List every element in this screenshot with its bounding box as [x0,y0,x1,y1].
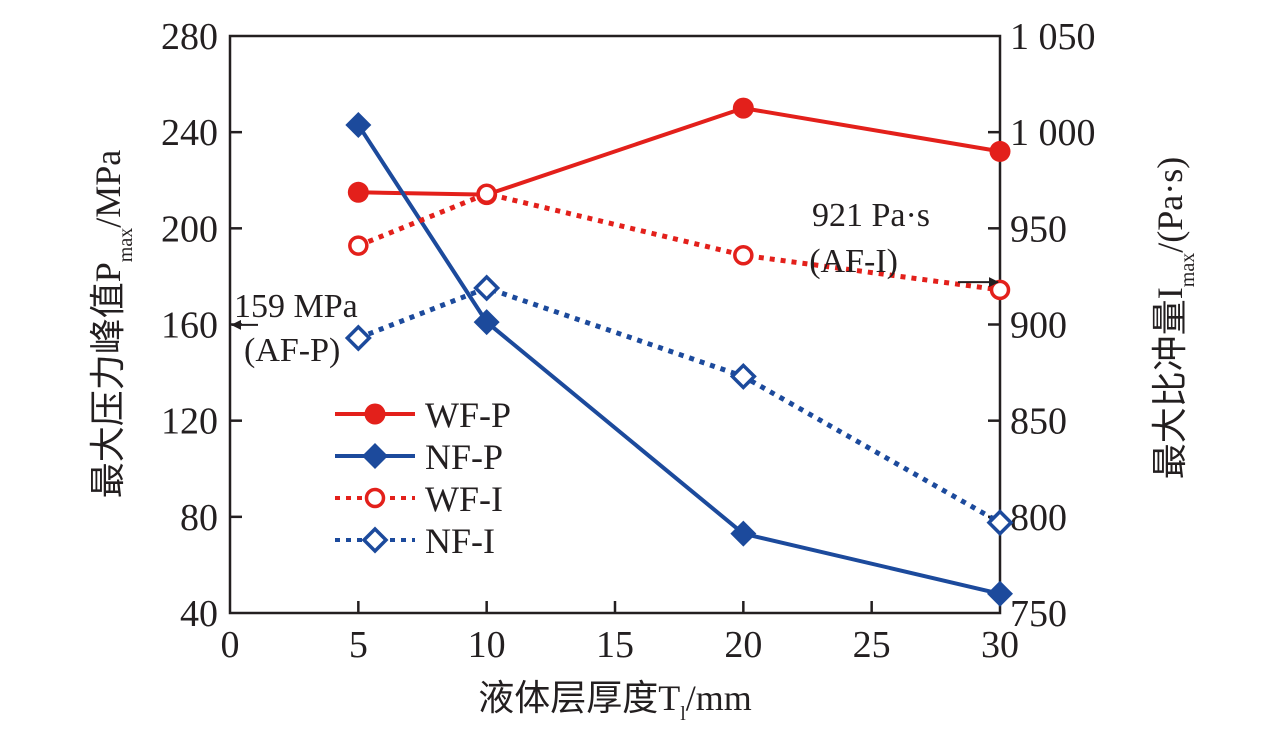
legend-label: NF-I [425,521,495,561]
x-axis-title: 液体层厚度Tl/mm [478,678,752,725]
y-right-tick-label: 950 [1010,208,1067,250]
series-nf-p [345,111,1013,607]
x-tick-label: 5 [349,624,368,666]
y-left-tick-label: 160 [161,305,218,347]
y-right-tick-label: 900 [1010,305,1067,347]
data-point-wf-i [348,235,369,256]
legend-label: NF-P [425,437,503,477]
data-point-nf-p [473,309,500,336]
x-axis-title-main: 液体层厚度T [478,678,680,718]
annotation-label: (AF-P) [244,332,340,369]
series-line-nf-p [356,123,1001,596]
data-point-nf-i [986,509,1014,537]
legend-item-wf-i: WF-I [335,479,503,519]
y-left-title-unit: /MPa [88,150,128,228]
data-point-wf-i [476,183,497,204]
x-axis: 0 5 10 15 20 25 30 [221,601,1019,666]
series-group [344,97,1014,607]
y-right-title-sub: max [1177,253,1199,287]
x-axis-title-sub: l [680,703,686,725]
y-left-tick-label: 280 [161,16,218,58]
data-point-wf-i [733,245,754,266]
y-left-tick-label: 200 [161,208,218,250]
data-point-nf-i [344,324,372,352]
y-right-tick-label: 750 [1010,593,1067,635]
x-tick-label: 10 [468,624,506,666]
legend-marker-nf-p [362,443,388,469]
legend-item-nf-p: NF-P [335,437,503,477]
y-right-tick-label: 1 000 [1010,112,1096,154]
y-left-tick-label: 80 [180,497,218,539]
annotation-af-i: 921 Pa·s (AF-I) [809,197,999,288]
x-axis-title-unit: /mm [686,678,752,718]
data-point-wf-p [347,181,369,203]
x-tick-label: 25 [853,624,891,666]
legend-label: WF-P [425,395,511,435]
series-line-nf-i [357,285,1002,525]
annotations: 159 MPa (AF-P) 921 Pa·s (AF-I) [231,197,999,369]
y-axis-right: 750 800 850 900 950 1 000 1 050 [988,16,1096,635]
legend-marker-wf-p [364,403,386,425]
data-point-nf-i [473,274,501,302]
data-point-wf-p [732,97,754,119]
y-left-title-main: 最大压力峰值P [88,262,128,498]
data-point-nf-i [729,362,757,390]
y-left-title-sub: max [115,228,137,262]
x-tick-label: 30 [981,624,1019,666]
y-right-tick-label: 850 [1010,401,1067,443]
y-axis-left: 40 80 120 160 200 240 280 [161,16,242,635]
y-axis-left-title: 最大压力峰值Pmax/MPa [88,150,137,499]
legend-marker-wf-i [364,487,386,509]
y-right-tick-label: 1 050 [1010,16,1096,58]
series-line-wf-p [358,106,1001,197]
annotation-label: (AF-I) [809,243,898,280]
annotation-value: 159 MPa [234,288,358,325]
annotation-value: 921 Pa·s [812,197,930,234]
legend-marker-nf-i [361,526,389,554]
data-point-wf-i [989,279,1011,301]
data-point-nf-p [730,520,757,547]
data-point-nf-p [987,580,1013,607]
series-line-wf-i [357,191,1001,293]
y-axis-right-title: 最大比冲量Imax/(Pa·s) [1150,157,1199,479]
y-left-tick-label: 240 [161,112,218,154]
annotation-af-p: 159 MPa (AF-P) [231,288,358,369]
series-nf-i [344,274,1014,537]
data-point-wf-p [989,140,1011,162]
x-tick-label: 20 [724,624,762,666]
legend: WF-PNF-PWF-INF-I [335,395,511,561]
y-right-tick-label: 800 [1010,497,1067,539]
legend-item-wf-p: WF-P [335,395,511,435]
y-right-title-unit: /(Pa·s) [1150,157,1190,253]
x-tick-label: 15 [596,624,634,666]
legend-label: WF-I [425,479,503,519]
series-wf-i [348,183,1011,301]
y-right-title-main: 最大比冲量I [1150,287,1190,479]
data-point-nf-p [345,111,372,138]
y-left-tick-label: 120 [161,401,218,443]
y-left-tick-label: 40 [180,593,218,635]
legend-item-nf-i: NF-I [335,521,495,561]
series-wf-p [347,97,1011,206]
x-tick-label: 0 [221,624,240,666]
